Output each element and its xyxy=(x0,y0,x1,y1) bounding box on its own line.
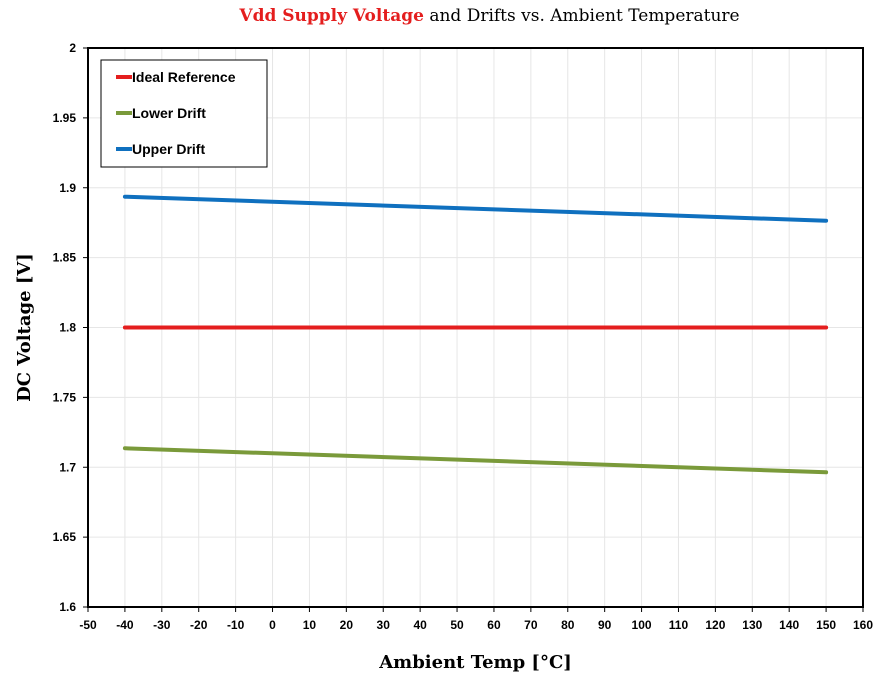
legend-label: Upper Drift xyxy=(132,141,205,157)
x-tick-label: 100 xyxy=(632,618,652,632)
chart-title-accent: Vdd Supply Voltage xyxy=(239,6,424,26)
x-tick-label: -20 xyxy=(190,618,208,632)
x-tick-label: 120 xyxy=(705,618,725,632)
y-tick-label: 1.75 xyxy=(53,390,77,404)
series-lines xyxy=(122,194,829,475)
x-tick-label: -30 xyxy=(153,618,171,632)
x-tick-label: 80 xyxy=(561,618,575,632)
x-tick-label: 70 xyxy=(524,618,538,632)
x-tick-label: 20 xyxy=(340,618,354,632)
x-tick-label: 30 xyxy=(377,618,391,632)
x-tick-label: 110 xyxy=(669,618,689,632)
x-axis-label: Ambient Temp [°C] xyxy=(378,652,572,673)
y-axis-label: DC Voltage [V] xyxy=(14,253,35,402)
legend-label: Ideal Reference xyxy=(132,69,236,85)
chart-title-rest: and Drifts vs. Ambient Temperature xyxy=(423,6,740,26)
series-line xyxy=(122,194,829,223)
x-tick-label: 160 xyxy=(853,618,873,632)
x-tick-label: 50 xyxy=(450,618,464,632)
y-tick-label: 1.6 xyxy=(59,600,76,614)
legend-label: Lower Drift xyxy=(132,105,206,121)
y-tick-label: 1.95 xyxy=(53,111,77,125)
x-tick-label: 60 xyxy=(487,618,501,632)
y-tick-label: 2 xyxy=(69,41,76,55)
y-tick-label: 1.85 xyxy=(53,251,77,265)
x-tick-label: 10 xyxy=(303,618,317,632)
x-ticks: -50 -40 -30 -20 -10 0 10 20 30 40 50 60 70 80 90 100 110… xyxy=(79,607,873,632)
series-line xyxy=(122,446,829,475)
x-tick-label: 0 xyxy=(269,618,276,632)
x-tick-label: 90 xyxy=(598,618,612,632)
chart-title: Vdd Supply Voltage and Drifts vs. Ambien… xyxy=(0,4,889,28)
y-tick-label: 1.9 xyxy=(59,181,76,195)
y-tick-label: 1.65 xyxy=(53,530,77,544)
x-tick-label: -50 xyxy=(79,618,97,632)
x-tick-label: 140 xyxy=(779,618,799,632)
y-tick-label: 1.7 xyxy=(59,460,76,474)
x-tick-label: -40 xyxy=(116,618,134,632)
y-ticks: 1.6 1.65 1.7 1.75 1.8 1.85 1.9 1.95 2 xyxy=(53,41,88,614)
x-tick-label: 150 xyxy=(816,618,836,632)
y-tick-label: 1.8 xyxy=(59,321,76,335)
x-tick-label: 40 xyxy=(413,618,427,632)
x-tick-label: 130 xyxy=(742,618,762,632)
x-tick-label: -10 xyxy=(227,618,245,632)
legend: Ideal Reference Lower Drift Upper Drift xyxy=(100,59,268,168)
